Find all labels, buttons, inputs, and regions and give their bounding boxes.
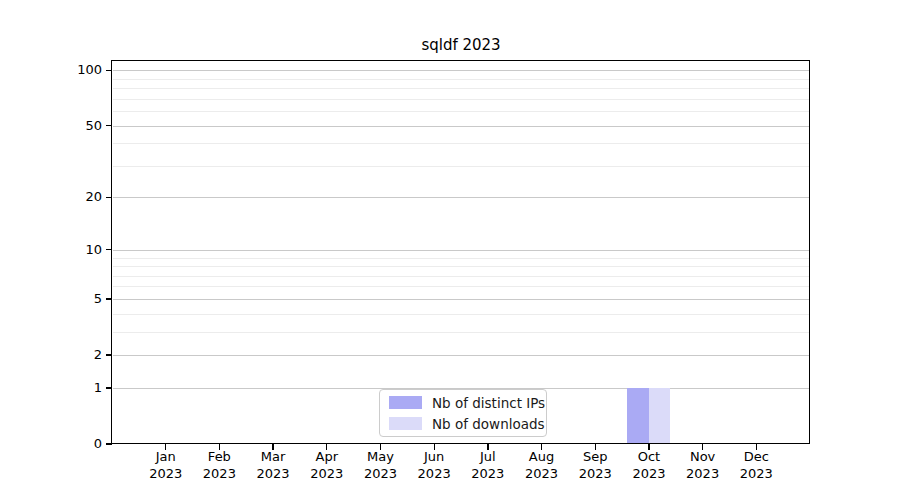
gridline-minor <box>113 79 809 80</box>
legend-item-downloads: Nb of downloads <box>389 416 546 432</box>
x-tick-label: Oct 2023 <box>621 449 677 482</box>
plot-border <box>111 60 810 444</box>
legend-label-downloads: Nb of downloads <box>432 416 545 432</box>
x-tick-mark <box>380 444 381 450</box>
y-tick-mark <box>106 249 112 250</box>
y-tick-label: 0 <box>38 436 102 452</box>
x-tick-mark <box>702 444 703 450</box>
legend: Nb of distinct IPs Nb of downloads <box>379 389 547 437</box>
x-tick-label: Jan 2023 <box>138 449 194 482</box>
y-tick-mark <box>106 298 112 299</box>
y-tick-mark <box>106 70 112 71</box>
y-tick-label: 1 <box>38 380 102 396</box>
y-tick-label: 50 <box>38 118 102 134</box>
y-tick-label: 100 <box>38 62 102 78</box>
x-tick-label: Mar 2023 <box>245 449 301 482</box>
x-tick-mark <box>487 444 488 450</box>
gridline-major <box>113 355 809 356</box>
gridline-minor <box>113 111 809 112</box>
x-tick-label: Sep 2023 <box>567 449 623 482</box>
gridline-major <box>113 126 809 127</box>
x-tick-label: Jul 2023 <box>460 449 516 482</box>
x-tick-mark <box>219 444 220 450</box>
gridline-minor <box>113 88 809 89</box>
bar-downloads-oct <box>649 388 670 444</box>
legend-swatch-distinct-ips <box>389 396 422 409</box>
x-tick-mark <box>272 444 273 450</box>
y-tick-mark <box>106 443 112 444</box>
x-tick-mark <box>648 444 649 450</box>
gridline-minor <box>113 99 809 100</box>
bar-distinct-ips-oct <box>627 388 648 444</box>
legend-swatch-downloads <box>389 417 422 430</box>
x-tick-mark <box>434 444 435 450</box>
x-tick-mark <box>326 444 327 450</box>
x-tick-mark <box>756 444 757 450</box>
gridline-major <box>113 70 809 71</box>
gridline-major <box>113 299 809 300</box>
x-tick-label: Jun 2023 <box>406 449 462 482</box>
chart-title: sqldf 2023 <box>112 36 810 54</box>
gridline-minor <box>113 166 809 167</box>
x-tick-mark <box>541 444 542 450</box>
y-tick-label: 2 <box>38 347 102 363</box>
x-tick-label: Apr 2023 <box>299 449 355 482</box>
y-tick-mark <box>106 387 112 388</box>
gridline-minor <box>113 286 809 287</box>
x-tick-label: Feb 2023 <box>191 449 247 482</box>
y-tick-label: 10 <box>38 242 102 258</box>
y-tick-mark <box>106 197 112 198</box>
gridline-major <box>113 250 809 251</box>
legend-label-distinct-ips: Nb of distinct IPs <box>432 395 545 411</box>
y-tick-mark <box>106 354 112 355</box>
gridline-minor <box>113 143 809 144</box>
x-tick-label: Dec 2023 <box>728 449 784 482</box>
gridline-minor <box>113 266 809 267</box>
gridline-minor <box>113 332 809 333</box>
x-tick-label: Nov 2023 <box>675 449 731 482</box>
legend-item-distinct-ips: Nb of distinct IPs <box>389 395 546 411</box>
download-stats-figure: sqldf 2023 Nb of distinct IPs Nb of down… <box>0 0 900 500</box>
gridline-minor <box>113 276 809 277</box>
y-tick-label: 5 <box>38 291 102 307</box>
x-tick-mark <box>165 444 166 450</box>
gridline-major <box>113 197 809 198</box>
x-tick-mark <box>595 444 596 450</box>
y-tick-label: 20 <box>38 189 102 205</box>
gridline-minor <box>113 314 809 315</box>
y-tick-mark <box>106 125 112 126</box>
gridline-minor <box>113 258 809 259</box>
x-tick-label: May 2023 <box>352 449 408 482</box>
x-tick-label: Aug 2023 <box>514 449 570 482</box>
